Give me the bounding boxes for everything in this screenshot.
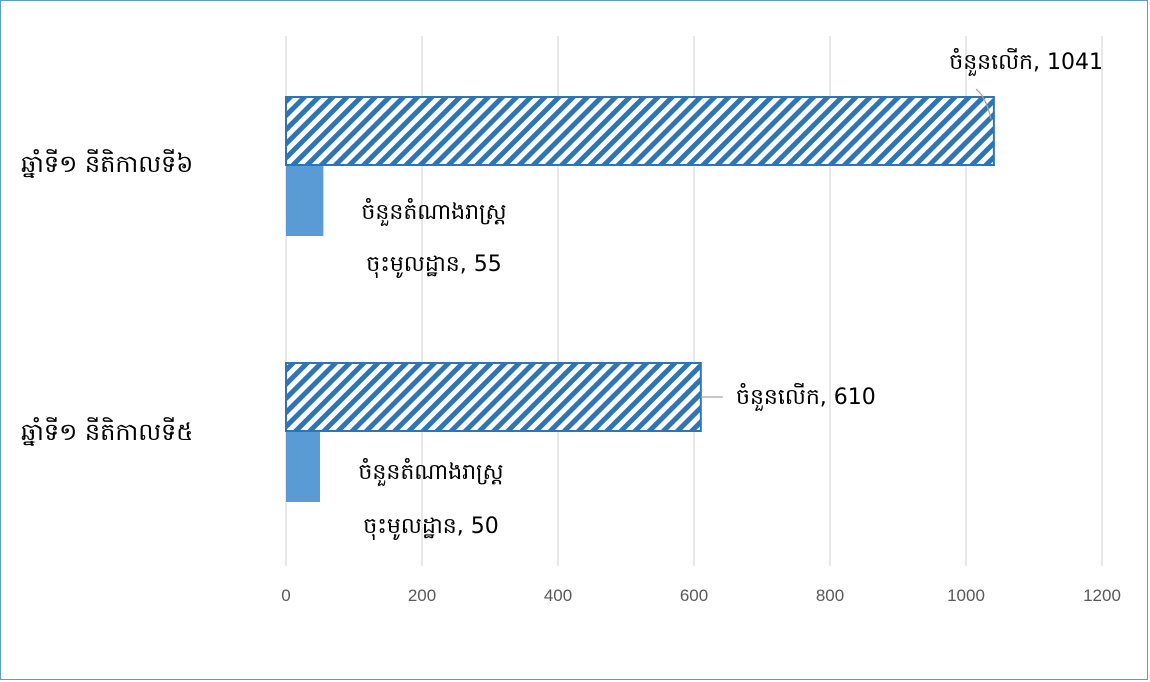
- data-label: ចំនួនលើក, 1041: [949, 48, 1103, 76]
- x-tick-label: 1000: [947, 586, 985, 605]
- bars: [285, 96, 995, 502]
- data-label: ចុះមូលដ្ឋាន, 55: [366, 252, 501, 278]
- data-label: ចុះមូលដ្ឋាន, 50: [363, 514, 498, 540]
- bar-solid-series: [286, 166, 324, 236]
- x-tick-label: 0: [281, 586, 290, 605]
- labels: 0 200 400 600 800 1000 1200 ឆ្នាំទី១ នីតិកាលទី៦…: [21, 48, 1121, 605]
- bar-striped-series: [285, 96, 995, 166]
- category-label: ឆ្នាំទី១ នីតិកាលទី៦: [21, 149, 193, 178]
- x-tick-label: 800: [816, 586, 844, 605]
- data-label: ចំនួនតំណាងរាស្ត្រ: [361, 198, 506, 226]
- x-tick-label: 600: [680, 586, 708, 605]
- bar-solid-series: [286, 432, 320, 502]
- x-tick-label: 1200: [1083, 586, 1121, 605]
- x-tick-label: 400: [544, 586, 572, 605]
- leader-line: [975, 88, 992, 120]
- x-tick-label: 200: [408, 586, 436, 605]
- data-label: ចំនួនលើក, 610: [736, 383, 876, 411]
- category-label: ឆ្នាំទី១ នីតិកាលទី៥: [21, 417, 193, 446]
- data-label: ចំនួនតំណាងរាស្ត្រ: [358, 458, 503, 486]
- bar-striped-series: [285, 362, 702, 432]
